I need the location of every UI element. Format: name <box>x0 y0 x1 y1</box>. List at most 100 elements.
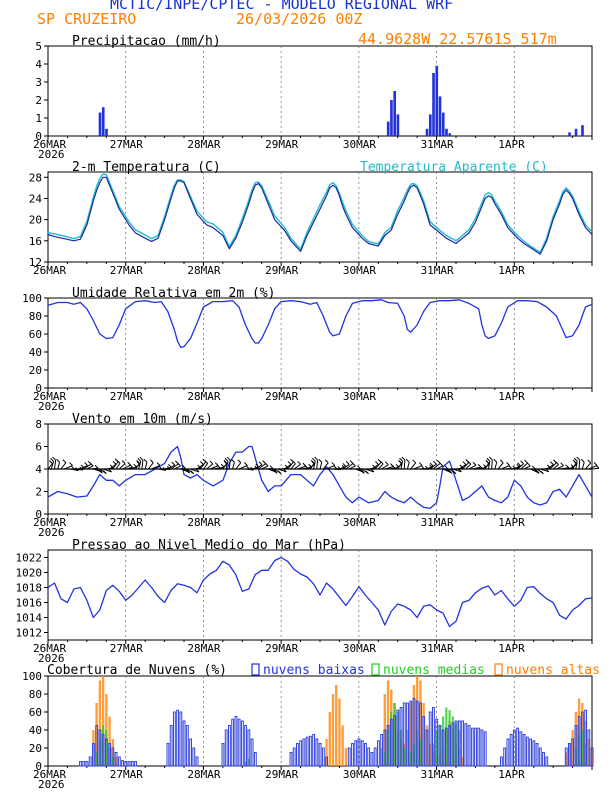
mid-cloud-bar <box>448 710 451 766</box>
low-cloud-bar <box>318 743 322 767</box>
wind-barb-flag <box>375 461 379 465</box>
wind-tick-label-y: 4 <box>35 463 42 476</box>
wind-barb <box>575 461 578 470</box>
low-cloud-bar <box>228 725 231 767</box>
mid-cloud-bar <box>393 703 396 766</box>
low-cloud-bar <box>134 761 137 767</box>
wind-barb-flag <box>50 457 54 462</box>
low-cloud-bar <box>108 743 112 767</box>
pressure-day-label: 27MAR <box>110 642 143 655</box>
low-cloud-bar <box>114 752 118 767</box>
low-cloud-bar <box>302 738 306 767</box>
wind-barb <box>458 464 467 470</box>
temp-day-label: 28MAR <box>187 264 220 277</box>
legend-mid-clouds: nuvens medias <box>383 663 485 678</box>
wind-barb-flag <box>190 470 195 475</box>
wind-barb-flag <box>572 459 577 464</box>
wind-barb-flag <box>452 470 457 475</box>
low-cloud-bar <box>95 725 99 767</box>
high-cloud-bar <box>568 743 571 766</box>
wind-barb-flag <box>444 465 449 470</box>
low-cloud-bar <box>525 736 529 767</box>
low-cloud-bar <box>568 743 571 767</box>
high-cloud-bar <box>409 703 412 766</box>
low-cloud-bar <box>240 720 244 767</box>
wind-barb <box>50 461 55 470</box>
precip-day-label: 1APR <box>498 138 525 151</box>
wind-barb-flag <box>121 460 126 464</box>
wind-barb <box>572 462 577 470</box>
low-cloud-bar <box>104 738 108 767</box>
wind-barb <box>468 464 477 470</box>
wind-barb-flag <box>129 464 133 468</box>
wind-barb-flag <box>405 458 410 463</box>
wind-barb-flag <box>365 470 369 475</box>
wind-day-label: 26MAR <box>33 516 66 529</box>
mid-cloud-bar <box>581 730 584 766</box>
wind-barb <box>122 464 131 470</box>
wind-barb-flag <box>186 469 191 474</box>
rh-year-label: 2026 <box>38 400 65 413</box>
legend-high-clouds-box <box>494 663 503 676</box>
cloud-tick-label-y: 100 <box>22 670 42 683</box>
mid-cloud-bar <box>390 712 393 766</box>
high-cloud-bar <box>428 743 432 766</box>
low-cloud-bar <box>315 738 319 767</box>
low-cloud-bar <box>292 747 296 767</box>
low-cloud-bar <box>360 740 364 767</box>
rh-tick-label-y: 20 <box>29 364 42 377</box>
wind-barb <box>481 463 490 470</box>
temp-tick-label-y: 24 <box>29 192 43 205</box>
pressure-day-label: 29MAR <box>265 642 298 655</box>
low-cloud-bar <box>289 752 293 767</box>
mid-cloud-bar <box>383 752 386 766</box>
low-cloud-bar <box>127 761 131 767</box>
high-cloud-bar <box>419 680 422 766</box>
low-cloud-bar <box>169 725 173 767</box>
wind-barb <box>406 462 410 470</box>
high-cloud-bar <box>101 676 105 766</box>
precip-bar <box>435 65 439 136</box>
precip-tick-label-y: 4 <box>35 58 42 71</box>
low-cloud-bar <box>312 734 316 767</box>
low-cloud-bar <box>522 734 526 767</box>
high-cloud-bar <box>412 685 416 766</box>
rh-tick-label-y: 0 <box>35 382 42 395</box>
low-cloud-bar <box>590 747 594 767</box>
mid-cloud-bar <box>399 730 403 766</box>
low-cloud-bar <box>545 756 549 767</box>
precip-bar <box>568 132 571 136</box>
wind-barb <box>196 463 204 470</box>
pressure-day-label: 26MAR <box>33 642 66 655</box>
low-cloud-bar <box>415 700 419 767</box>
mid-cloud-bar <box>419 739 422 766</box>
pressure-tick-label-y: 1012 <box>16 627 43 640</box>
wind-barb <box>306 463 316 470</box>
low-cloud-bar <box>529 738 532 767</box>
high-cloud-bar <box>92 730 95 766</box>
low-cloud-bar <box>503 747 507 767</box>
wind-barb-flag <box>540 470 544 475</box>
wind-barb <box>222 462 228 470</box>
wind-barb <box>319 462 323 470</box>
wind-barb-flag <box>177 462 181 467</box>
low-cloud-bar <box>574 725 578 767</box>
wind-barb <box>225 461 229 470</box>
wind-barb-flag <box>418 462 423 466</box>
wind-barb <box>313 461 316 470</box>
low-cloud-bar <box>474 727 477 767</box>
low-cloud-bar <box>354 740 358 767</box>
precip-day-label: 26MAR <box>33 138 66 151</box>
low-cloud-bar <box>402 702 406 767</box>
wind-barb <box>199 461 207 470</box>
wind-barb <box>517 463 524 470</box>
wind-barb-flag <box>580 458 585 463</box>
wind-barb-flag <box>94 464 99 469</box>
high-cloud-bar <box>380 748 383 766</box>
precip-tick-label-y: 5 <box>35 40 42 53</box>
low-cloud-bar <box>483 731 487 767</box>
wind-barb-flag <box>401 456 406 461</box>
temp-day-label: 31MAR <box>421 264 454 277</box>
wind-barb <box>578 459 581 470</box>
wind-barb <box>284 464 292 470</box>
